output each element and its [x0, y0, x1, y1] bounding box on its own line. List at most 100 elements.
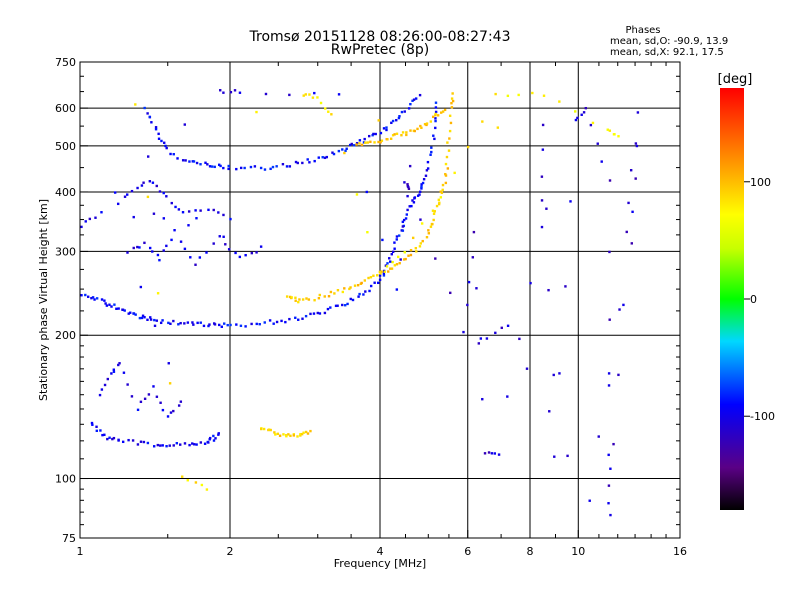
echo-point — [387, 270, 390, 273]
y-axis-label: Stationary phase Virtual Height [km] — [37, 199, 50, 401]
echo-point — [294, 316, 297, 319]
echo-point — [582, 111, 586, 114]
echo-point — [494, 331, 497, 335]
echo-point — [424, 174, 428, 177]
echo-point — [193, 443, 196, 446]
echo-point — [276, 432, 280, 436]
x-tick-label: 1 — [77, 545, 84, 558]
echo-point — [409, 129, 412, 132]
echo-point — [169, 152, 172, 156]
echo-point — [212, 439, 216, 442]
echo-point — [311, 96, 315, 99]
echo-point — [600, 160, 603, 163]
echo-point — [136, 408, 140, 412]
echo-point — [258, 322, 261, 326]
echo-point — [406, 183, 409, 186]
echo-point — [162, 217, 166, 220]
echo-point — [103, 433, 106, 436]
echo-point — [434, 119, 437, 123]
echo-point — [234, 251, 237, 255]
echo-point — [172, 153, 175, 156]
echo-point — [222, 166, 225, 170]
echo-point — [218, 323, 221, 327]
echo-point — [487, 451, 491, 454]
echo-point — [103, 299, 106, 302]
echo-point — [113, 191, 117, 194]
echo-point — [166, 415, 170, 418]
echo-point — [351, 298, 355, 302]
echo-point — [84, 293, 87, 297]
echo-point — [433, 210, 436, 213]
echo-point — [202, 324, 206, 328]
echo-point — [290, 296, 293, 299]
echo-point — [367, 134, 371, 138]
echo-point — [445, 155, 449, 159]
echo-point — [126, 383, 129, 386]
echo-point — [420, 126, 423, 129]
echo-point — [402, 218, 406, 222]
echo-point — [285, 295, 289, 298]
echo-point — [405, 133, 408, 137]
echo-point — [297, 318, 300, 321]
echo-point — [358, 292, 361, 296]
echo-point — [263, 321, 266, 324]
echo-point — [326, 307, 330, 311]
y-tick-label: 600 — [55, 102, 76, 115]
echo-point — [305, 297, 308, 300]
echo-point — [80, 294, 83, 297]
echo-point — [438, 201, 441, 205]
echo-point — [269, 167, 272, 171]
echo-point — [634, 142, 638, 145]
echo-point — [196, 321, 199, 325]
echo-point — [301, 298, 305, 301]
echo-points — [80, 89, 640, 517]
echo-point — [132, 246, 135, 250]
echo-point — [304, 93, 307, 96]
echo-point — [299, 434, 302, 437]
echo-point — [451, 92, 454, 95]
echo-point — [259, 166, 263, 170]
echo-point — [156, 292, 160, 295]
x-tick-label: 2 — [227, 545, 234, 558]
echo-point — [356, 284, 360, 287]
echo-point — [558, 100, 561, 103]
echo-point — [382, 272, 386, 275]
echo-point — [255, 110, 258, 114]
echo-point — [95, 425, 98, 428]
echo-point — [156, 253, 160, 257]
axis-ticks: 1 2 4 6 8 10 16 75 100 200 300 400 500 600 750 — [55, 56, 687, 558]
echo-point — [343, 151, 346, 155]
echo-point — [288, 93, 291, 97]
echo-point — [450, 106, 454, 109]
echo-point — [255, 322, 258, 326]
echo-point — [229, 217, 232, 221]
echo-point — [188, 443, 191, 447]
echo-point — [195, 161, 199, 165]
echo-point — [471, 256, 475, 259]
echo-point — [132, 312, 136, 315]
x-tick-label: 4 — [377, 545, 384, 558]
echo-point — [416, 194, 420, 197]
echo-point — [159, 444, 162, 447]
echo-point — [401, 229, 405, 232]
echo-point — [249, 165, 253, 169]
echo-point — [336, 288, 340, 292]
echo-point — [408, 164, 412, 168]
echo-point — [401, 225, 405, 228]
echo-point — [608, 179, 612, 182]
echo-point — [302, 431, 305, 434]
echo-point — [427, 229, 430, 232]
echo-point — [142, 181, 145, 184]
echo-point — [229, 90, 233, 94]
echo-point — [345, 147, 348, 150]
echo-point — [122, 371, 126, 374]
echo-point — [121, 308, 125, 311]
echo-point — [177, 208, 181, 211]
echo-point — [281, 162, 285, 166]
echo-point — [154, 128, 158, 131]
echo-point — [131, 439, 135, 442]
echo-point — [318, 293, 321, 297]
echo-point — [324, 107, 327, 110]
echo-point — [494, 92, 497, 96]
echo-point — [179, 240, 183, 243]
